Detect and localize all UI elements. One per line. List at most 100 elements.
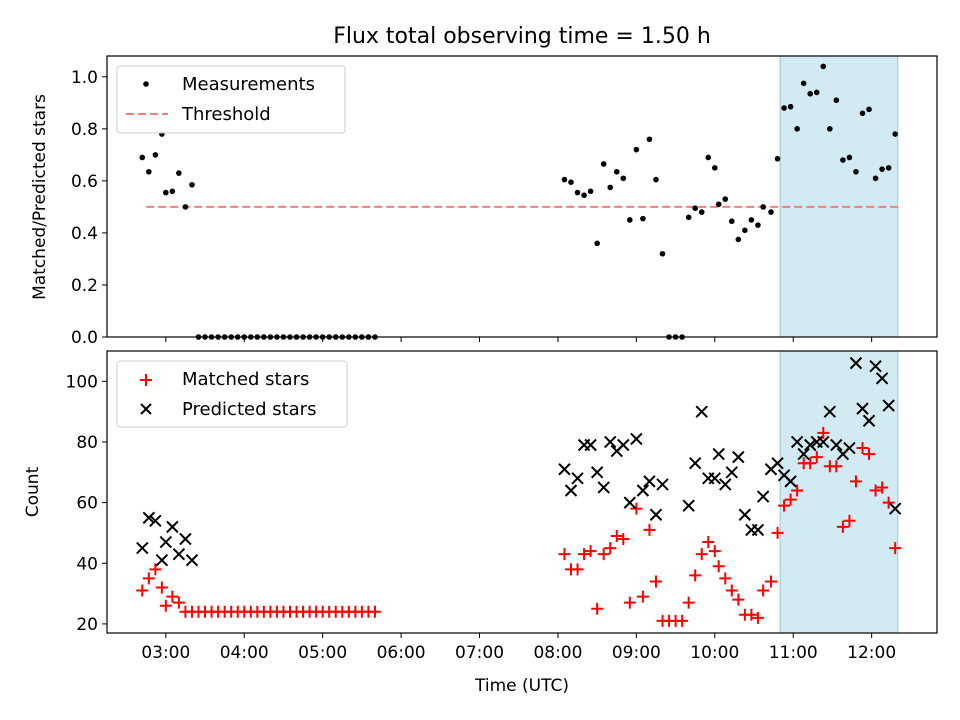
matched-star-point xyxy=(757,584,770,597)
predicted-star-point xyxy=(584,438,597,452)
top-panel: 0.0 0.2 0.4 0.6 0.8 1.0 Matched/Predicted sta… xyxy=(30,55,938,348)
chart-title: Flux total observing time = 1.50 h xyxy=(333,24,711,49)
matched-star-point xyxy=(856,442,869,455)
x-tick-label: 07:00 xyxy=(455,643,504,663)
measurement-point xyxy=(182,204,189,210)
measurement-point xyxy=(879,166,885,172)
predicted-star-point xyxy=(649,508,663,521)
measurement-point xyxy=(760,204,766,210)
predicted-star-point xyxy=(771,456,784,470)
x-tick-label: 03:00 xyxy=(141,643,190,663)
x-tick-label: 12:00 xyxy=(847,643,896,663)
measurement-point xyxy=(163,189,169,196)
predicted-star-point xyxy=(142,511,156,524)
predicted-star-point xyxy=(172,547,186,561)
top-y-axis-label: Matched/Predicted stars xyxy=(30,94,50,300)
matched-star-point xyxy=(578,548,591,561)
matched-star-point xyxy=(817,426,830,439)
matched-star-point xyxy=(172,596,185,609)
measurement-point xyxy=(742,227,748,234)
matched-star-point xyxy=(695,548,708,561)
predicted-star-point xyxy=(656,478,669,491)
measurement-point xyxy=(633,146,640,153)
predicted-star-point xyxy=(708,472,722,485)
matched-star-point xyxy=(610,529,623,542)
matched-star-point xyxy=(142,572,155,585)
measurement-point xyxy=(827,126,833,132)
predicted-star-point xyxy=(630,432,643,446)
measurement-point xyxy=(800,80,807,87)
matched-star-point xyxy=(136,584,149,597)
predicted-star-point xyxy=(888,502,902,515)
measurement-point xyxy=(781,105,787,111)
measurement-point xyxy=(607,184,614,191)
predicted-star-point xyxy=(136,541,149,555)
predicted-star-point xyxy=(571,472,584,485)
measurement-point xyxy=(846,154,853,161)
bot-y-tick-label: 40 xyxy=(76,554,98,574)
measurement-point xyxy=(833,97,840,104)
predicted-star-point xyxy=(823,405,837,418)
bot-y-tick-label: 60 xyxy=(76,494,98,514)
legend-predicted-marker xyxy=(140,403,152,415)
predicted-star-point xyxy=(604,435,617,449)
legend-matched-marker xyxy=(140,374,152,386)
measurement-point xyxy=(587,188,594,195)
predicted-star-point xyxy=(155,554,169,567)
matched-star-point xyxy=(882,496,895,509)
matched-star-point xyxy=(751,611,764,624)
matched-star-point xyxy=(584,545,597,558)
matched-star-point xyxy=(604,542,617,555)
measurement-point xyxy=(594,240,600,247)
bottom-legend-box xyxy=(116,360,348,428)
predicted-star-point xyxy=(849,356,863,370)
x-tick-label: 05:00 xyxy=(298,643,347,663)
predicted-star-point xyxy=(695,405,708,418)
predicted-star-point xyxy=(597,481,610,494)
measurement-point xyxy=(728,218,735,225)
matched-star-point xyxy=(778,499,791,512)
measurement-point xyxy=(189,181,195,188)
matched-star-point xyxy=(368,605,381,618)
measurement-point xyxy=(872,175,879,182)
measurement-point xyxy=(600,161,607,167)
top-y-tick-label: 1.0 xyxy=(71,68,98,88)
predicted-star-point xyxy=(790,435,804,449)
x-tick-label: 10:00 xyxy=(690,643,739,663)
predicted-star-point xyxy=(564,484,578,497)
bottom-panel: 20 40 60 80 100 03:00 04:00 05:00 06:00 07:00 08:0… xyxy=(23,350,938,696)
predicted-star-point xyxy=(617,438,630,452)
matched-star-point xyxy=(623,596,636,609)
measurement-point xyxy=(169,188,176,195)
measurement-point xyxy=(866,106,872,113)
measurement-point xyxy=(768,209,774,215)
legend-predicted-label: Predicted stars xyxy=(182,399,316,420)
measurement-point xyxy=(711,165,718,171)
bottom-y-axis-label: Count xyxy=(23,466,43,517)
top-y-tick-label: 0.0 xyxy=(71,328,98,348)
top-legend: Measurements Threshold xyxy=(116,65,346,134)
measurement-point xyxy=(705,154,712,161)
predicted-star-point xyxy=(869,359,882,373)
matched-star-point xyxy=(159,599,172,612)
matched-star-point xyxy=(643,523,656,536)
measurement-point xyxy=(853,168,859,175)
predicted-star-point xyxy=(732,450,745,464)
predicted-star-point xyxy=(817,435,830,449)
matched-star-point xyxy=(836,520,849,533)
measurement-point xyxy=(787,103,794,110)
measurement-point xyxy=(735,236,742,243)
measurement-point xyxy=(146,168,152,175)
matched-star-point xyxy=(712,560,725,573)
matched-star-point xyxy=(155,581,168,594)
measurement-point xyxy=(653,176,659,183)
predicted-star-point xyxy=(185,554,199,567)
bot-y-tick-label: 20 xyxy=(76,615,98,635)
matched-star-point xyxy=(863,448,876,461)
matched-star-point xyxy=(784,493,797,506)
measurement-point xyxy=(176,170,182,176)
measurement-point xyxy=(813,89,820,96)
matched-star-point xyxy=(889,542,902,555)
matched-star-point xyxy=(869,484,882,497)
matched-star-point xyxy=(791,484,804,497)
